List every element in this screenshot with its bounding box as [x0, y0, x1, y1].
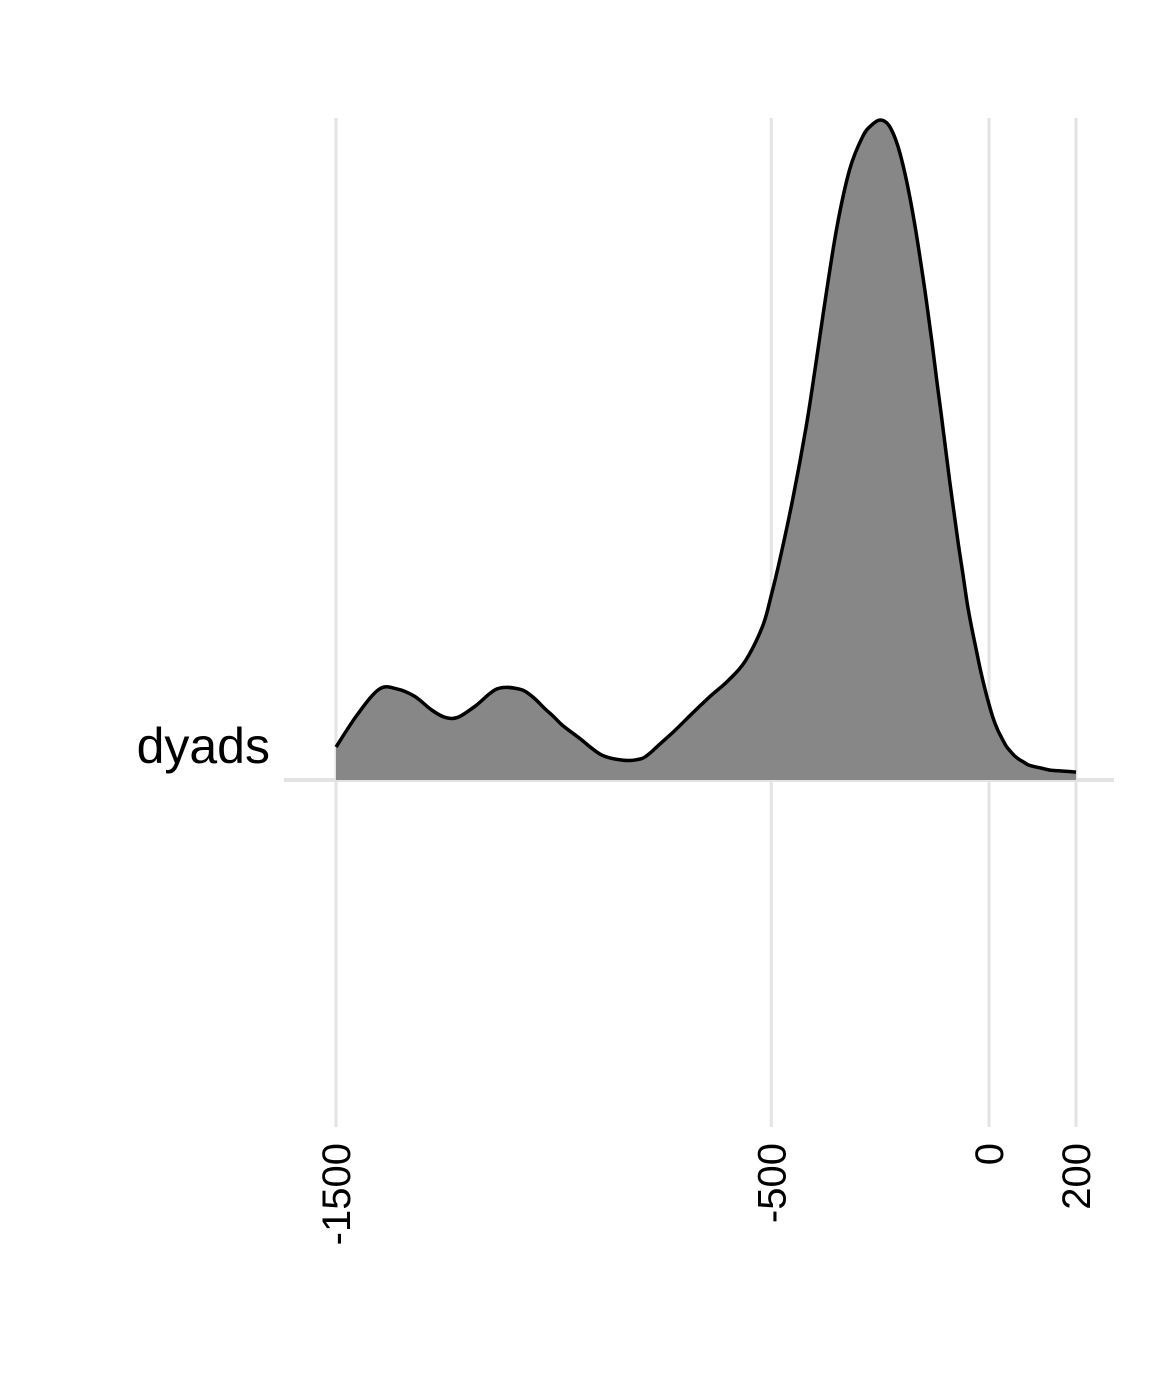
density-ridge-outline	[334, 118, 1077, 774]
x-gridlines	[284, 118, 1114, 1127]
x-tick-label: -500	[750, 1143, 794, 1223]
x-tick-label: 0	[968, 1143, 1012, 1165]
y-category-labels: dyads	[137, 718, 270, 774]
density-ridge-fill	[336, 120, 1076, 780]
x-tick-labels: -1500 -500 0 200	[315, 1143, 1099, 1245]
ridges	[334, 118, 1077, 780]
x-tick-label: 200	[1055, 1143, 1099, 1210]
x-tick-label: -1500	[315, 1143, 359, 1245]
y-category-label: dyads	[137, 718, 270, 774]
